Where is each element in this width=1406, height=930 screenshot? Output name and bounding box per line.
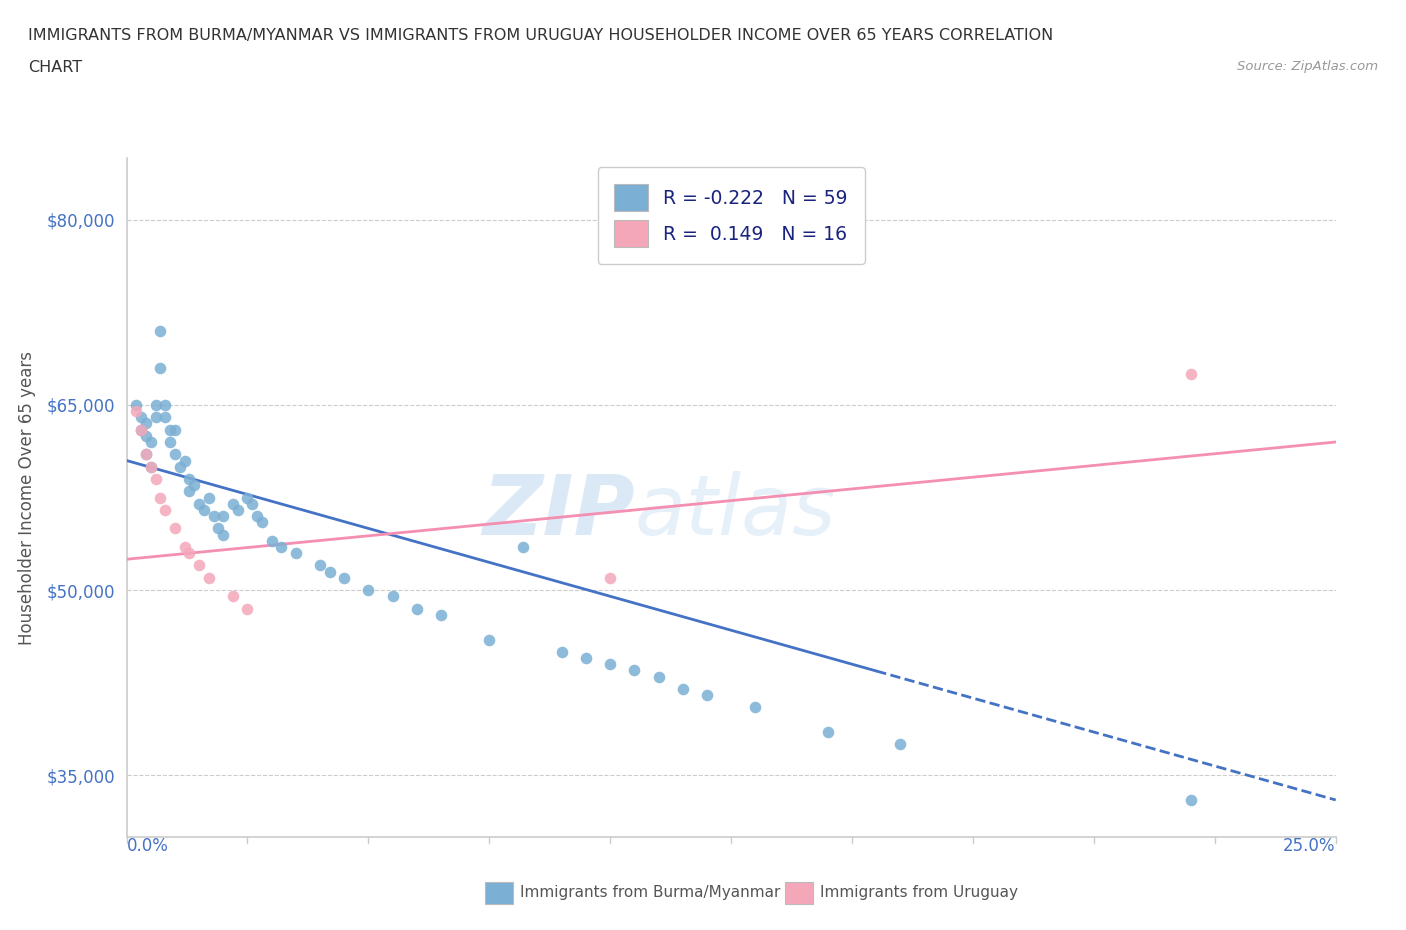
Point xyxy=(149,324,172,339)
Point xyxy=(817,724,839,739)
Point xyxy=(240,497,263,512)
Point xyxy=(163,447,186,462)
Point xyxy=(163,521,186,536)
Point xyxy=(599,657,621,671)
Point xyxy=(357,583,380,598)
Point xyxy=(193,502,215,517)
Text: ZIP: ZIP xyxy=(482,471,634,551)
Point xyxy=(889,737,911,751)
Point xyxy=(145,472,167,486)
Point xyxy=(333,570,356,585)
Point xyxy=(155,410,177,425)
Point xyxy=(212,527,235,542)
Point xyxy=(226,502,249,517)
Point xyxy=(318,565,340,579)
Text: Immigrants from Uruguay: Immigrants from Uruguay xyxy=(820,885,1018,900)
Point xyxy=(212,509,235,524)
Point xyxy=(260,533,283,548)
Point xyxy=(149,490,172,505)
Point xyxy=(125,404,148,418)
Point xyxy=(202,509,225,524)
Point xyxy=(155,397,177,412)
Point xyxy=(188,558,211,573)
Point xyxy=(135,447,157,462)
Point xyxy=(207,521,229,536)
Point xyxy=(309,558,332,573)
Text: atlas: atlas xyxy=(634,471,837,551)
Point xyxy=(246,509,269,524)
Point xyxy=(381,589,404,604)
Text: 0.0%: 0.0% xyxy=(127,837,169,855)
Point xyxy=(647,669,669,684)
Point xyxy=(284,546,307,561)
Point xyxy=(1180,792,1202,807)
Point xyxy=(512,539,534,554)
Point xyxy=(145,397,167,412)
Point xyxy=(623,663,645,678)
Point xyxy=(173,539,195,554)
Point xyxy=(129,422,152,437)
Point xyxy=(478,632,501,647)
Point xyxy=(575,651,598,666)
Point xyxy=(145,410,167,425)
Point xyxy=(135,447,157,462)
Text: Source: ZipAtlas.com: Source: ZipAtlas.com xyxy=(1237,60,1378,73)
Point xyxy=(744,700,766,715)
Point xyxy=(135,429,157,444)
Point xyxy=(179,484,201,498)
Point xyxy=(155,502,177,517)
Point xyxy=(163,422,186,437)
Point xyxy=(599,570,621,585)
Text: IMMIGRANTS FROM BURMA/MYANMAR VS IMMIGRANTS FROM URUGUAY HOUSEHOLDER INCOME OVER: IMMIGRANTS FROM BURMA/MYANMAR VS IMMIGRA… xyxy=(28,28,1053,43)
Point xyxy=(197,570,219,585)
Legend: R = -0.222   N = 59, R =  0.149   N = 16: R = -0.222 N = 59, R = 0.149 N = 16 xyxy=(598,167,865,264)
Point xyxy=(188,497,211,512)
Point xyxy=(551,644,574,659)
Point xyxy=(222,589,245,604)
Point xyxy=(250,515,273,530)
Point xyxy=(159,434,181,449)
Point xyxy=(405,601,427,616)
Text: CHART: CHART xyxy=(28,60,82,75)
Text: Immigrants from Burma/Myanmar: Immigrants from Burma/Myanmar xyxy=(520,885,780,900)
Point xyxy=(236,601,259,616)
Point xyxy=(159,422,181,437)
Point xyxy=(173,453,195,468)
Point xyxy=(139,459,162,474)
Point xyxy=(236,490,259,505)
Y-axis label: Householder Income Over 65 years: Householder Income Over 65 years xyxy=(18,351,35,644)
Point xyxy=(222,497,245,512)
Point xyxy=(270,539,292,554)
Text: 25.0%: 25.0% xyxy=(1284,837,1336,855)
Point xyxy=(139,434,162,449)
Point xyxy=(139,459,162,474)
Point xyxy=(129,422,152,437)
Point xyxy=(179,546,201,561)
Point xyxy=(125,397,148,412)
Point xyxy=(1180,366,1202,381)
Point xyxy=(149,361,172,376)
Point xyxy=(183,478,205,493)
Point xyxy=(179,472,201,486)
Point xyxy=(129,410,152,425)
Point xyxy=(696,687,718,702)
Point xyxy=(430,607,453,622)
Point xyxy=(672,682,695,697)
Point xyxy=(197,490,219,505)
Point xyxy=(169,459,191,474)
Point xyxy=(135,416,157,431)
